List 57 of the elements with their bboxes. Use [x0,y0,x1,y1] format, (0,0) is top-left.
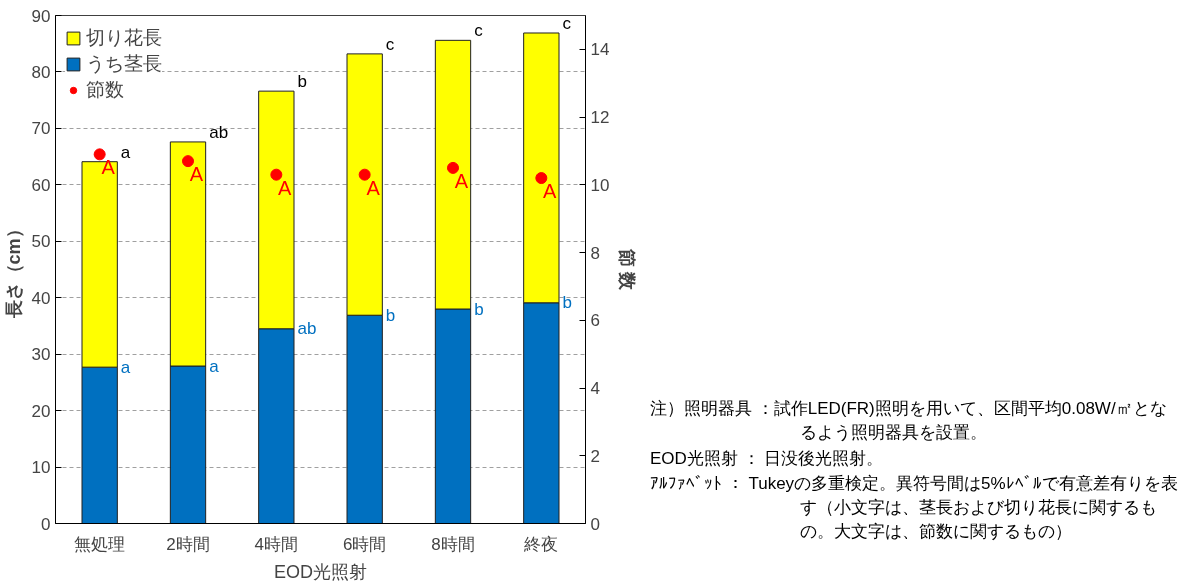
y2-tick-label: 8 [590,243,600,263]
point [93,148,106,161]
text: EOD光照射 ： 日没後光照射。 [650,447,885,470]
data-label: A [101,156,116,179]
x-tick-label: 2時間 [166,534,210,554]
data-label: b [385,305,396,325]
data-label: A [366,176,381,199]
y-tick-label: 60 [31,175,51,195]
y-tick-label: 50 [31,232,51,252]
y2-tick-label: 10 [590,175,610,195]
x-tick-label: 4時間 [254,534,299,554]
y-axis-title: 長さ（cm） [3,220,24,320]
y-tick-label: 40 [31,288,51,308]
data-label: ab [297,319,317,339]
data-label: a [120,357,131,377]
data-label: a [120,142,131,162]
text: ｱﾙﾌｧﾍﾞｯﾄ ： Tukeyの多重検定。異符号間は5%ﾚﾍﾞﾙで有意差有りを表す（小文字は、茎長および切り花長に関するもの。大文字は、節数に関するもの） [650,473,1179,543]
y2-axis-title: 節 数 [617,248,638,291]
data-label: b [297,72,307,92]
data-label: c [474,21,484,41]
y2-tick-label: 0 [590,514,600,534]
data-label: A [278,176,293,199]
y-tick-label: 80 [31,62,51,82]
y-tick-label: 0 [41,514,51,534]
data-label: b [562,293,572,313]
y-tick-label: 20 [31,401,51,421]
data-label: A [454,169,469,192]
y-tick-label: 70 [31,119,51,139]
data-label: A [189,163,204,186]
y2-tick-label: 2 [590,446,600,466]
data-label: c [562,14,572,33]
x-tick-label: 終夜 [523,534,559,554]
data-label: b [474,299,484,319]
text: 注）照明器具 ：試作LED(FR)照明を用いて、区間平均0.08W/㎡となるよう照明器具を設置。 [650,398,1168,444]
y2-tick-label: 6 [590,311,600,331]
data-label: c [385,34,395,54]
point [182,155,194,168]
legend-label: うち茎長 [86,52,162,76]
legend-label: 節数 [86,78,124,102]
point [270,168,283,181]
x-tick-label: 無処理 [74,534,126,554]
data-label: A [543,180,558,203]
y2-tick-label: 4 [590,379,600,399]
y-tick-label: 10 [31,458,51,478]
legend-label: 切り花長 [86,26,162,50]
y2-tick-label: 12 [590,108,610,128]
point [447,161,459,174]
data-label: a [209,356,220,376]
x-tick-label: 6時間 [342,534,387,554]
y2-tick-label: 14 [590,40,610,60]
x-tick-label: 8時間 [431,534,475,554]
point [358,168,371,181]
point [535,172,548,185]
y-tick-label: 30 [31,345,51,365]
data-label: ab [209,122,229,142]
x-axis-title: EOD光照射 [274,561,368,582]
y-tick-label: 90 [31,6,51,26]
